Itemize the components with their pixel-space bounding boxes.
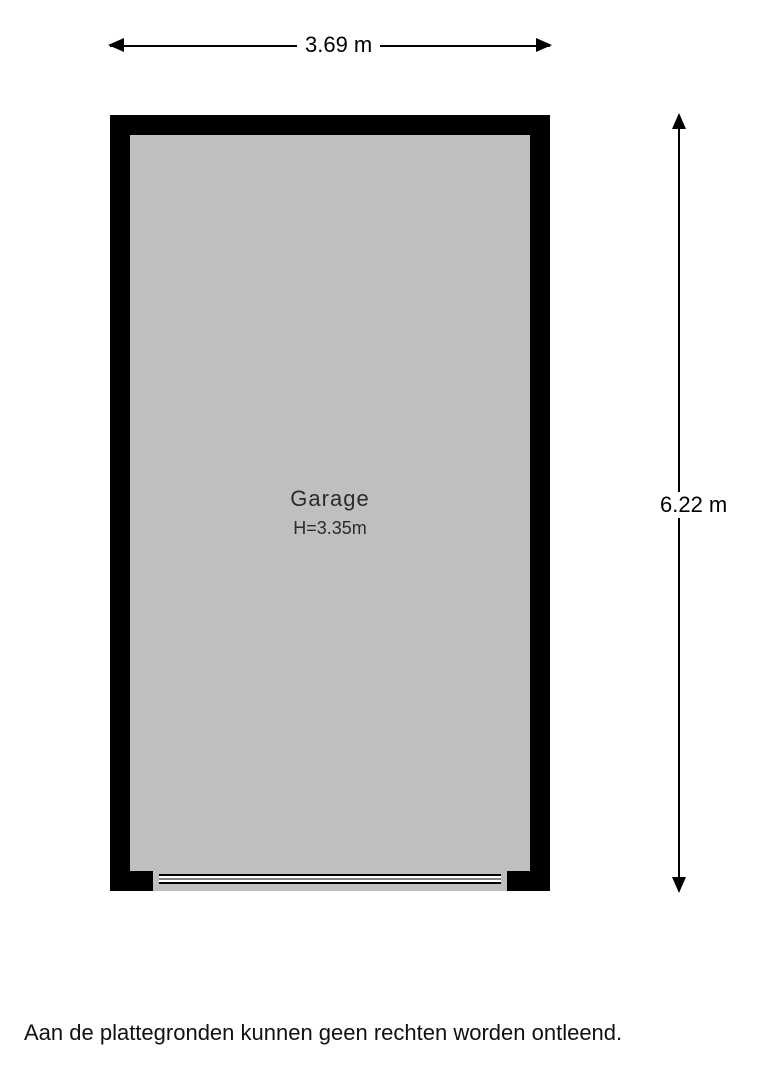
garage-door	[159, 874, 501, 884]
room-name: Garage	[290, 486, 369, 512]
disclaimer-text: Aan de plattegronden kunnen geen rechten…	[24, 1020, 622, 1046]
dimension-width-arrow-left	[108, 38, 124, 52]
floorplan-canvas: 3.69 m 6.22 m Garage H=3.35m Aan de plat…	[0, 0, 764, 1080]
dimension-width-arrow-right	[536, 38, 552, 52]
dimension-height-label: 6.22 m	[652, 492, 735, 518]
room-height-label: H=3.35m	[293, 518, 367, 539]
dimension-height-arrow-up	[672, 113, 686, 129]
dimension-height-arrow-down	[672, 877, 686, 893]
dimension-width-label: 3.69 m	[297, 32, 380, 58]
